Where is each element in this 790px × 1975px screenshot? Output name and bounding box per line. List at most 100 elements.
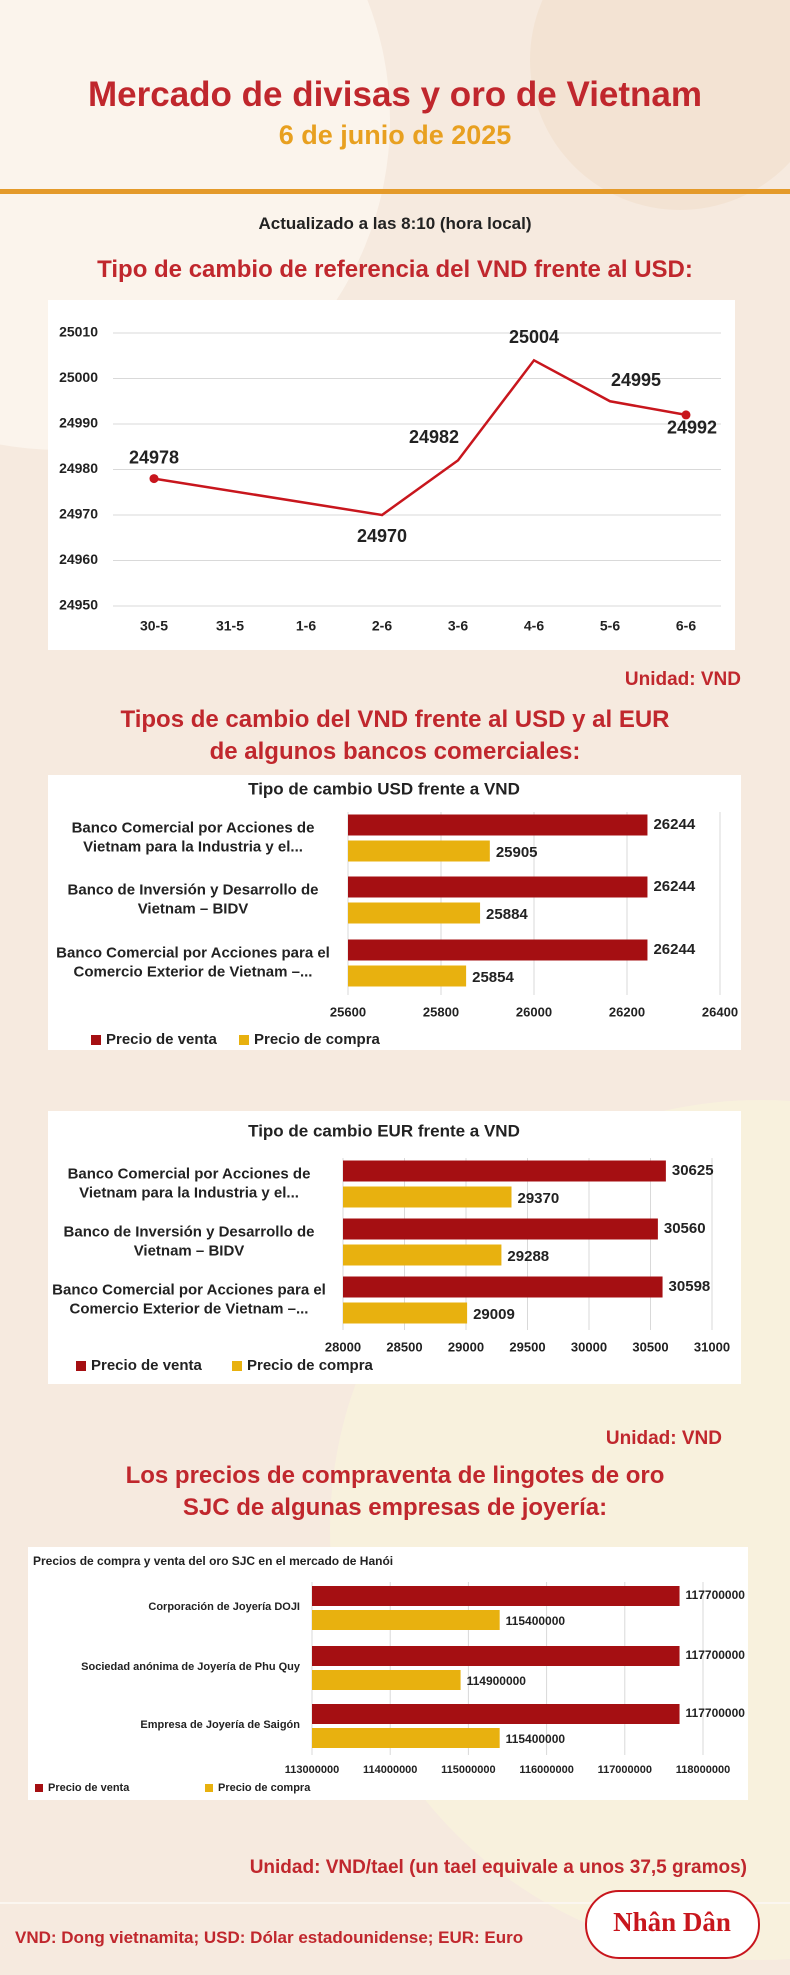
data-label: 24978 xyxy=(129,447,179,467)
title: Mercado de divisas y oro de Vietnam xyxy=(87,75,703,114)
bar xyxy=(348,814,648,836)
x-tick-label: 1-6 xyxy=(296,618,316,634)
point xyxy=(149,474,159,484)
data-label: 29009 xyxy=(473,1306,515,1323)
bar xyxy=(312,1586,680,1606)
x-tick-label: 25600 xyxy=(330,1004,366,1019)
y-tick-label: 24970 xyxy=(59,506,98,522)
legend-swatch xyxy=(232,1361,242,1371)
y-tick-label: Banco de Inversión y Desarrollo de Vietn… xyxy=(67,881,319,917)
legend-label: Precio de compra xyxy=(247,1357,374,1374)
bar xyxy=(312,1610,500,1630)
y-tick-label: Corporación de Joyería DOJI xyxy=(148,1601,300,1614)
x-tick-label: 6-6 xyxy=(676,618,696,634)
data-label: 115400000 xyxy=(506,1614,566,1628)
updated: Actualizado a las 8:10 (hora local) xyxy=(258,214,532,233)
x-tick-label: 31-5 xyxy=(216,618,244,634)
bar xyxy=(348,840,490,862)
bar xyxy=(312,1646,680,1666)
y-tick-label: Banco de Inversión y Desarrollo de Vietn… xyxy=(63,1223,315,1259)
decor-circle xyxy=(530,0,790,210)
legend-label: Precio de venta xyxy=(48,1782,130,1794)
chart-title: Precios de compra y venta del oro SJC en… xyxy=(33,1554,393,1568)
data-label: 114900000 xyxy=(467,1674,527,1688)
x-tick-label: 116000000 xyxy=(519,1764,573,1776)
y-tick-label: Sociedad anónima de Joyería de Phu Quy xyxy=(81,1661,300,1674)
bar xyxy=(348,876,648,898)
data-label: 115400000 xyxy=(506,1732,566,1746)
x-tick-label: 30500 xyxy=(632,1339,668,1354)
chart-title: Tipo de cambio USD frente a VND xyxy=(248,779,520,798)
legend-swatch xyxy=(205,1784,213,1792)
legend-swatch xyxy=(239,1035,249,1045)
bar xyxy=(312,1670,461,1690)
x-tick-label: 25800 xyxy=(423,1004,459,1019)
y-tick-label: 25000 xyxy=(59,369,98,385)
x-tick-label: 2-6 xyxy=(372,618,392,634)
data-label: 25004 xyxy=(509,327,559,347)
date: 6 de junio de 2025 xyxy=(278,120,512,150)
unit: Unidad: VND/tael (un tael equivale a uno… xyxy=(249,1857,747,1878)
x-tick-label: 26200 xyxy=(609,1004,645,1019)
logo: Nhân Dân xyxy=(613,1907,731,1937)
bar xyxy=(312,1704,680,1724)
y-tick-label: 25010 xyxy=(59,324,98,340)
legend-label: Precio de venta xyxy=(91,1357,203,1374)
x-tick-label: 3-6 xyxy=(448,618,468,634)
logo-badge xyxy=(585,1890,760,1959)
x-tick-label: 28000 xyxy=(325,1339,361,1354)
data-label: 24995 xyxy=(611,370,661,390)
legend-swatch xyxy=(76,1361,86,1371)
footnote: VND: Dong vietnamita; USD: Dólar estadou… xyxy=(15,1928,524,1947)
panel xyxy=(48,300,735,650)
bar xyxy=(343,1244,502,1266)
y-tick-label: 24980 xyxy=(59,460,98,476)
data-label: 26244 xyxy=(653,941,695,958)
y-tick-label: Banco Comercial por Acciones para el Com… xyxy=(56,944,330,980)
x-tick-label: 113000000 xyxy=(285,1764,339,1776)
section-heading: Tipos de cambio del VND frente al USD y … xyxy=(120,706,670,765)
x-tick-label: 26400 xyxy=(702,1004,738,1019)
line xyxy=(153,358,687,517)
data-label: 29288 xyxy=(507,1248,549,1265)
x-tick-label: 29500 xyxy=(509,1339,545,1354)
y-tick-label: Empresa de Joyería de Saigón xyxy=(140,1719,300,1732)
x-tick-label: 29000 xyxy=(448,1339,484,1354)
data-label: 26244 xyxy=(653,878,695,895)
x-tick-label: 118000000 xyxy=(676,1764,730,1776)
x-tick-label: 30-5 xyxy=(140,618,168,634)
bar xyxy=(343,1186,512,1208)
data-label: 26244 xyxy=(653,816,695,833)
y-tick-label: Banco Comercial por Acciones para el Com… xyxy=(52,1281,326,1317)
legend-swatch xyxy=(35,1784,43,1792)
x-tick-label: 31000 xyxy=(694,1339,730,1354)
data-label: 29370 xyxy=(518,1190,560,1207)
bar xyxy=(348,965,467,987)
data-label: 25884 xyxy=(486,906,528,923)
section-heading: Tipo de cambio de referencia del VND fre… xyxy=(97,256,693,283)
x-tick-label: 28500 xyxy=(386,1339,422,1354)
bar xyxy=(343,1160,666,1182)
data-label: 30598 xyxy=(669,1278,711,1295)
y-tick-label: 24990 xyxy=(59,415,98,431)
chart-title: Tipo de cambio EUR frente a VND xyxy=(248,1121,520,1140)
point xyxy=(681,410,691,420)
x-tick-label: 4-6 xyxy=(524,618,544,634)
data-label: 24970 xyxy=(357,526,407,546)
data-label: 25905 xyxy=(496,844,538,861)
x-tick-label: 5-6 xyxy=(600,618,620,634)
legend-label: Precio de venta xyxy=(106,1031,218,1048)
bar xyxy=(348,902,481,924)
y-tick-label: Banco Comercial por Acciones de Vietnam … xyxy=(67,1165,311,1201)
bar xyxy=(348,939,648,961)
data-label: 117700000 xyxy=(686,1648,746,1662)
x-tick-label: 26000 xyxy=(516,1004,552,1019)
unit: Unidad: VND xyxy=(624,669,741,690)
legend-swatch xyxy=(91,1035,101,1045)
section-heading: Los precios de compraventa de lingotes d… xyxy=(125,1462,665,1521)
bar xyxy=(343,1218,658,1240)
legend-label: Precio de compra xyxy=(254,1031,381,1048)
divider xyxy=(0,189,790,194)
